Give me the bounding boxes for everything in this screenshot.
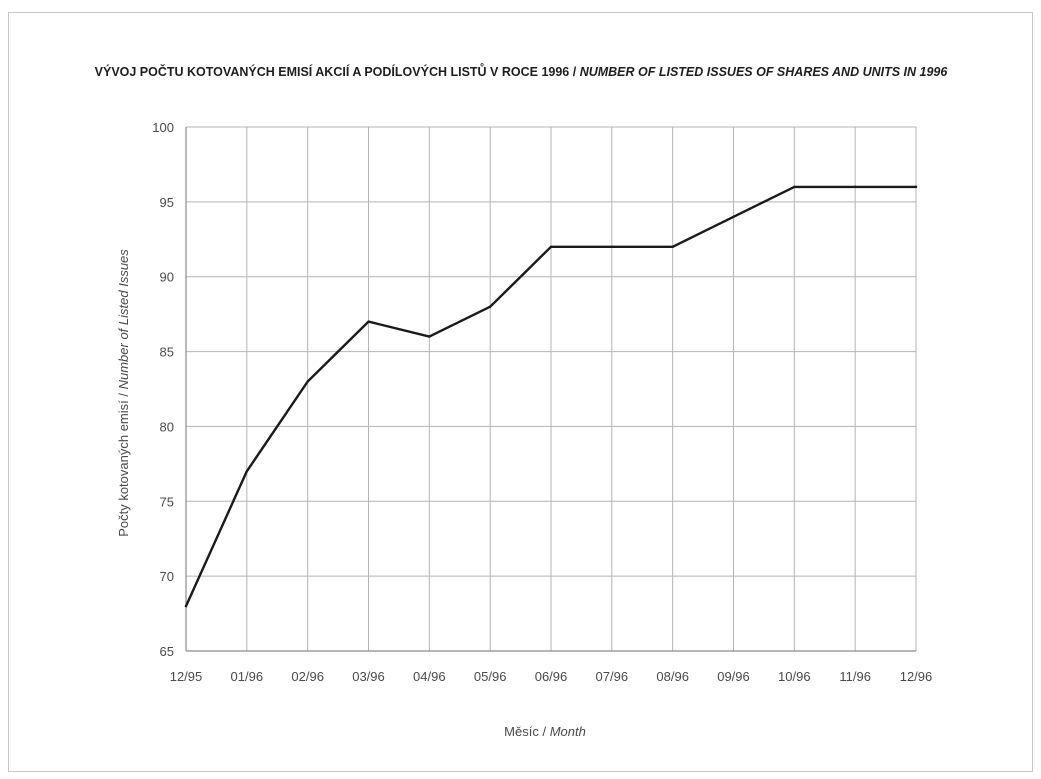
y-tick-label: 70 — [160, 569, 174, 584]
chart-title-czech: VÝVOJ POČTU KOTOVANÝCH EMISÍ AKCIÍ A POD… — [95, 63, 570, 79]
axes — [185, 127, 916, 652]
y-axis-title-english: Number of Listed Issues — [116, 249, 131, 390]
data-point — [914, 185, 918, 189]
y-tick-label: 90 — [160, 270, 174, 285]
y-tick-label: 75 — [160, 494, 174, 509]
x-tick-label: 12/95 — [170, 669, 203, 684]
y-axis-title-separator: / — [116, 389, 131, 400]
y-tick-label: 65 — [160, 644, 174, 659]
x-tick-labels: 12/95 01/96 02/96 03/96 04/96 05/96 06/96 07/96… — [170, 669, 933, 684]
x-axis-title-czech: Měsíc — [504, 724, 539, 739]
data-point — [853, 185, 857, 189]
chart-title-english: NUMBER OF LISTED ISSUES OF SHARES AND UN… — [580, 65, 949, 79]
x-tick-label: 08/96 — [656, 669, 689, 684]
data-point — [793, 185, 796, 189]
x-tick-label: 09/96 — [717, 669, 750, 684]
data-point — [367, 320, 370, 323]
gridlines — [185, 126, 917, 652]
y-tick-label: 100 — [152, 120, 174, 135]
x-axis-title: Měsíc / Month — [504, 724, 586, 739]
x-tick-label: 12/96 — [900, 669, 933, 684]
x-axis-title-english: Month — [550, 724, 586, 739]
y-axis-title-czech: Počty kotovaných emisí — [116, 400, 131, 537]
chart-title-separator: / — [569, 65, 579, 79]
data-point — [306, 380, 309, 383]
x-tick-label: 11/96 — [839, 669, 871, 684]
data-point — [184, 604, 188, 608]
x-tick-label: 06/96 — [535, 669, 568, 684]
x-tick-label: 03/96 — [352, 669, 385, 684]
y-tick-label: 80 — [160, 419, 174, 434]
data-point — [428, 335, 431, 338]
x-tick-label: 02/96 — [291, 669, 324, 684]
data-point — [732, 215, 735, 219]
y-tick-label: 85 — [160, 345, 174, 360]
x-tick-label: 10/96 — [778, 669, 811, 684]
data-point — [488, 305, 492, 308]
chart-title: VÝVOJ POČTU KOTOVANÝCH EMISÍ AKCIÍ A POD… — [95, 63, 949, 79]
x-tick-label: 04/96 — [413, 669, 446, 684]
x-axis-title-separator: / — [539, 724, 550, 739]
x-tick-label: 07/96 — [596, 669, 629, 684]
y-tick-labels: 65 70 75 80 85 90 95 100 — [152, 120, 174, 659]
line-chart: VÝVOJ POČTU KOTOVANÝCH EMISÍ AKCIÍ A POD… — [95, 63, 949, 739]
data-point — [671, 245, 674, 248]
data-point — [549, 245, 553, 248]
x-tick-label: 05/96 — [474, 669, 507, 684]
data-point — [245, 470, 249, 473]
x-tick-label: 01/96 — [231, 669, 264, 684]
data-point — [610, 245, 614, 248]
y-axis-title: Počty kotovaných emisí / Number of Liste… — [116, 249, 131, 537]
series-layer — [184, 185, 918, 608]
y-tick-label: 95 — [160, 195, 174, 210]
chart-frame: VÝVOJ POČTU KOTOVANÝCH EMISÍ AKCIÍ A POD… — [8, 12, 1033, 772]
